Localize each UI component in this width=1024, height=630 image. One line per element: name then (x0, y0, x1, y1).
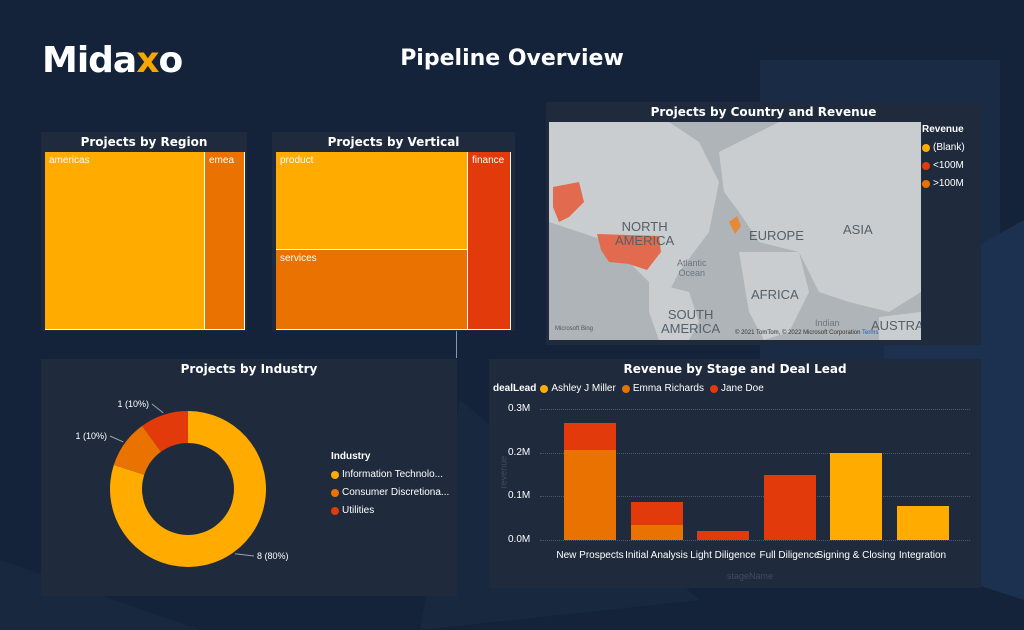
industry-legend-item[interactable]: Utilities (331, 505, 453, 516)
map-legend-item[interactable]: >100M (922, 178, 978, 189)
treemap-label: emea (209, 155, 235, 166)
bar-segment[interactable] (564, 450, 616, 540)
industry-legend-item[interactable]: Information Technolo... (331, 469, 453, 480)
legend-dot (331, 470, 339, 479)
bar-segment[interactable] (630, 501, 683, 525)
map-label-atlantic: Atlantic Ocean (677, 258, 707, 278)
map-legend-item[interactable]: (Blank) (922, 142, 978, 153)
donut-leader-line (234, 553, 255, 557)
donut-data-label: 1 (10%) (75, 431, 107, 441)
legend-dot (331, 506, 339, 515)
map-card-title: Projects by Country and Revenue (650, 105, 877, 119)
terms-link[interactable]: Terms (862, 330, 879, 336)
y-tick-label: 0.2M (508, 446, 531, 458)
world-map[interactable]: NORTH AMERICA EUROPE ASIA AFRICA SOUTH A… (549, 122, 921, 340)
region-card-title: Projects by Region (80, 135, 208, 149)
region-card: Projects by Region americas emea (41, 132, 247, 331)
donut-data-label: 8 (80%) (257, 551, 289, 561)
donut-leader-line (109, 435, 124, 443)
legend-dot (331, 488, 339, 497)
midaxo-logo: Midaxo (42, 40, 183, 81)
y-tick-label: 0.1M (508, 490, 531, 502)
x-tick-label: New Prospects (556, 550, 624, 561)
revenue-legend-item[interactable]: Ashley J Miller (551, 383, 616, 394)
bar-segment[interactable] (830, 452, 882, 540)
x-tick-label: Light Diligence (690, 550, 756, 561)
map-legend-title: Revenue (922, 124, 964, 135)
legend-dot (922, 161, 930, 170)
map-land (549, 122, 921, 340)
map-label-africa: AFRICA (751, 287, 799, 302)
map-label-indian: Indian (815, 318, 840, 328)
bar-segment[interactable] (564, 422, 616, 451)
x-tick-label: Initial Analysis (625, 550, 688, 561)
vertical-card: Projects by Vertical product services fi… (272, 132, 515, 331)
revenue-card-title: Revenue by Stage and Deal Lead (623, 362, 847, 376)
map-label-asia: ASIA (843, 222, 873, 237)
y-tick-label: 0.3M (508, 403, 531, 414)
industry-card-title: Projects by Industry (180, 362, 318, 376)
donut-slice[interactable] (142, 411, 188, 452)
industry-card: Projects by Industry 8 (80%) 1 (10%) 1 (10… (41, 359, 457, 596)
treemap-cell-finance[interactable]: finance (468, 152, 511, 330)
y-tick-label: 0.0M (508, 534, 531, 545)
x-tick-label: Signing & Closing (816, 550, 896, 561)
revenue-legend: dealLead Ashley J Miller Emma Richards J… (493, 383, 764, 394)
donut-leader-line (151, 403, 164, 414)
revenue-legend-item[interactable]: Emma Richards (632, 383, 704, 394)
treemap-cell-product[interactable]: product (276, 152, 468, 250)
gridline (540, 452, 970, 454)
donut-data-label: 1 (10%) (117, 399, 149, 409)
map-legend: Revenue (Blank) <100M >100M (922, 124, 978, 189)
revenue-legend-title: dealLead (493, 383, 537, 394)
industry-legend-item[interactable]: Consumer Discretiona... (331, 487, 453, 498)
map-attribution: © 2021 TomTom, © 2022 Microsoft Corporat… (735, 330, 879, 336)
bar-segment[interactable] (896, 506, 949, 540)
map-label-north-america: NORTH AMERICA (615, 219, 675, 248)
revenue-card: Revenue by Stage and Deal Lead dealLead … (489, 359, 981, 588)
treemap-cell-americas[interactable]: americas (45, 152, 205, 330)
x-tick-label: Integration (898, 550, 947, 561)
map-label-australia: AUSTRA (871, 318, 921, 333)
revenue-legend-item[interactable]: Jane Doe (720, 383, 764, 394)
map-legend-item[interactable]: <100M (922, 160, 978, 171)
treemap-label: americas (49, 155, 90, 166)
treemap-label: product (280, 155, 314, 166)
gridline (540, 540, 970, 541)
bar-segment[interactable] (697, 531, 749, 540)
legend-dot (621, 384, 630, 393)
treemap-label: services (280, 253, 317, 264)
industry-legend-title: Industry (331, 451, 371, 462)
page-title: Pipeline Overview (400, 46, 624, 71)
y-axis-title: revenue (498, 455, 509, 489)
donut-chart: 8 (80%) 1 (10%) 1 (10%) (75, 399, 289, 567)
x-tick-label: Full Diligence (759, 550, 820, 561)
treemap-label: finance (472, 155, 505, 166)
treemap-cell-emea[interactable]: emea (205, 152, 245, 330)
legend-dot (709, 384, 718, 393)
bar-segment[interactable] (630, 524, 683, 540)
donut-slice[interactable] (113, 425, 161, 475)
gridline (540, 496, 970, 498)
donut-slice[interactable] (109, 411, 266, 567)
legend-dot (922, 143, 930, 152)
legend-dot (922, 179, 930, 188)
gridline (540, 409, 970, 410)
x-axis-title: stageName (727, 571, 774, 581)
map-label-south-america: SOUTH AMERICA (661, 307, 721, 336)
bar-segment[interactable] (763, 474, 816, 540)
treemap-cell-services[interactable]: services (276, 250, 468, 330)
divider-line (456, 331, 457, 358)
legend-dot (540, 384, 549, 393)
industry-legend: Industry Information Technolo... Consume… (331, 451, 453, 516)
bing-logo: Microsoft Bing (555, 326, 594, 332)
map-label-europe: EUROPE (749, 228, 804, 243)
vertical-card-title: Projects by Vertical (327, 135, 460, 149)
